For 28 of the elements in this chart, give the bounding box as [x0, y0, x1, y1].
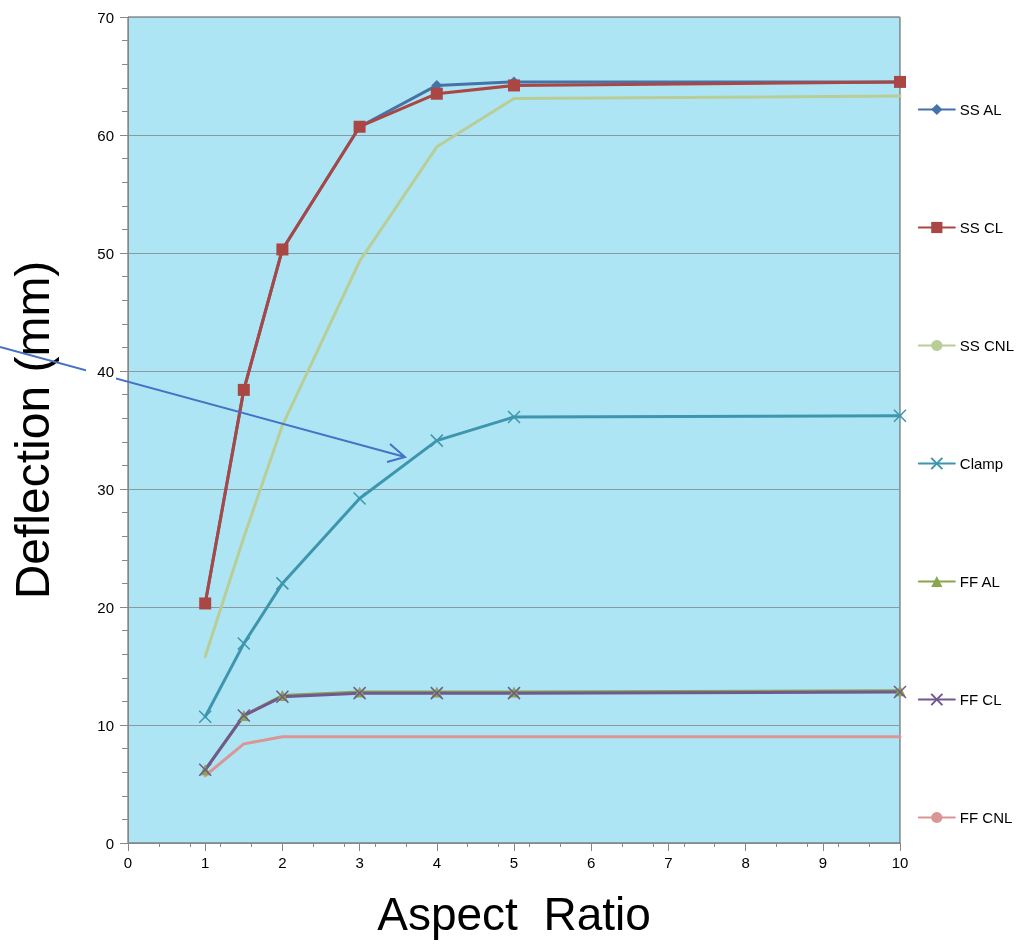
legend-label: FF AL [959, 573, 1000, 590]
y-axis-title: Deflection (mm) [5, 260, 59, 600]
x-tick-label: 5 [509, 854, 519, 871]
y-tick-label: 40 [97, 362, 114, 380]
x-tick-label: 4 [432, 854, 441, 871]
y-tick-label: 10 [97, 716, 114, 734]
y-tick-label: 50 [97, 244, 114, 262]
legend-label: SS AL [959, 101, 1002, 118]
x-tick-label: 1 [201, 854, 210, 871]
legend-label: Clamp [959, 455, 1004, 472]
x-tick-label: 9 [818, 854, 827, 871]
x-tick-label: 8 [741, 854, 750, 871]
x-tick-label: 7 [664, 854, 673, 871]
legend-label: SS CNL [959, 337, 1014, 354]
legend-label: FF CL [959, 691, 1002, 708]
y-tick-label: 60 [97, 126, 114, 144]
x-tick-label: 3 [355, 854, 364, 871]
x-tick-label: 2 [278, 854, 287, 871]
y-tick-label: 30 [97, 480, 114, 498]
legend-label: SS CL [959, 219, 1004, 236]
x-axis-title: Aspect Ratio [377, 888, 651, 940]
legend-label: FF CNL [959, 809, 1013, 826]
x-tick-label: 0 [123, 854, 133, 871]
y-tick-label: 20 [97, 598, 114, 616]
y-tick-label: 70 [97, 8, 114, 26]
y-tick-label: 0 [105, 834, 114, 852]
x-tick-label: 10 [891, 854, 909, 871]
x-tick-label: 6 [587, 854, 596, 871]
